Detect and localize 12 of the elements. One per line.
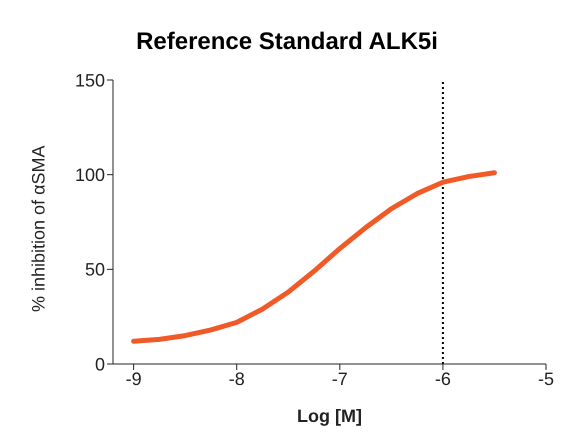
x-axis-title: Log [M]	[297, 406, 362, 426]
x-tick-label: -5	[538, 368, 554, 389]
y-tick-label: 0	[94, 354, 105, 374]
y-tick-label: 50	[84, 260, 105, 280]
x-tick-label: -9	[126, 368, 142, 389]
y-axis-title: % inhibition of αSMA	[28, 146, 48, 312]
chart-title: Reference Standard ALK5i	[135, 27, 439, 57]
x-tick-label: -8	[228, 368, 245, 389]
x-tick-label: -7	[332, 368, 348, 389]
y-tick-label: 150	[74, 70, 105, 90]
x-tick-label: -6	[434, 368, 451, 389]
y-tick-label: 100	[74, 165, 105, 186]
